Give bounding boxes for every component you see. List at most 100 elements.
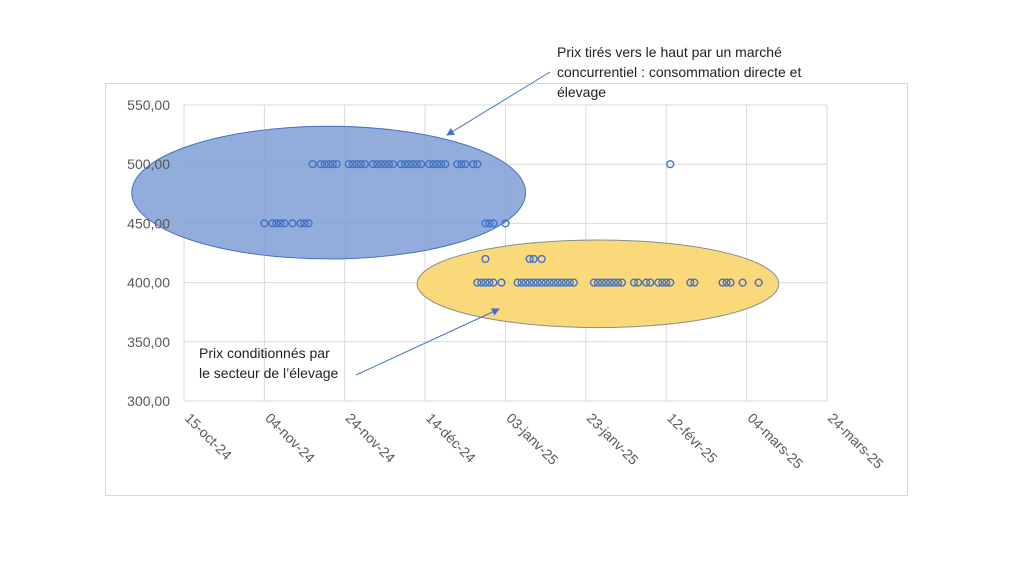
data-point xyxy=(489,278,498,287)
scatter-chart: 300,00 350,00 400,00 450,00 500,00 550,00 15-… xyxy=(127,97,887,472)
highlight-ellipse-yellow xyxy=(416,239,780,329)
data-point xyxy=(300,219,309,228)
data-point xyxy=(654,278,663,287)
data-point xyxy=(288,219,297,228)
data-point xyxy=(469,160,478,169)
data-point xyxy=(481,254,490,264)
data-point xyxy=(565,278,574,287)
data-point xyxy=(404,160,414,169)
data-point xyxy=(324,160,333,169)
data-point xyxy=(308,160,317,169)
x-tick-label: 24-nov-24 xyxy=(343,410,399,466)
data-point xyxy=(686,278,695,287)
data-point xyxy=(497,278,506,287)
y-tick-label: 450,00 xyxy=(127,215,170,231)
data-point xyxy=(601,278,611,287)
data-point xyxy=(453,160,462,169)
highlight-ellipse-blue xyxy=(131,125,527,260)
data-point xyxy=(396,160,406,169)
data-point xyxy=(662,278,671,287)
data-point xyxy=(642,278,651,287)
data-point xyxy=(517,278,526,287)
data-point xyxy=(328,160,337,169)
data-point xyxy=(549,278,558,287)
data-point xyxy=(485,278,494,287)
data-point xyxy=(718,278,727,287)
data-point xyxy=(425,160,434,169)
annotation-top-line: élevage xyxy=(557,84,607,100)
data-point xyxy=(529,278,538,287)
data-point xyxy=(304,219,313,228)
data-point xyxy=(412,160,422,169)
data-point xyxy=(276,219,285,228)
data-point xyxy=(437,160,446,169)
y-tick-label: 350,00 xyxy=(127,334,170,350)
data-point xyxy=(605,278,615,287)
data-point xyxy=(521,278,530,287)
data-point xyxy=(597,278,607,287)
y-axis-tick-labels: 300,00 350,00 400,00 450,00 500,00 550,00 xyxy=(127,97,170,409)
data-point xyxy=(533,278,542,287)
data-point xyxy=(690,278,699,287)
data-point xyxy=(408,160,418,169)
data-point xyxy=(485,219,494,228)
data-point xyxy=(501,219,510,228)
data-point xyxy=(513,278,522,287)
data-point xyxy=(441,160,450,169)
data-point xyxy=(473,278,482,287)
x-tick-label: 14-déc-24 xyxy=(423,410,479,466)
data-point xyxy=(360,160,369,169)
data-point xyxy=(489,219,498,228)
data-point xyxy=(738,278,747,287)
annotation-bottom-line: Prix conditionnés par xyxy=(199,345,330,361)
data-point xyxy=(352,160,361,169)
annotation-top-line: concurrentiel : consommation directe et xyxy=(557,64,802,80)
data-point xyxy=(629,278,639,287)
data-point xyxy=(561,278,570,287)
x-tick-label: 12-févr-25 xyxy=(664,410,721,467)
data-point xyxy=(545,278,554,287)
data-point xyxy=(646,278,655,287)
data-point xyxy=(356,160,365,169)
annotation-bottom-line: le secteur de l’élevage xyxy=(199,365,339,381)
data-point xyxy=(268,219,277,228)
data-point xyxy=(525,254,534,264)
data-point xyxy=(569,278,578,287)
data-point xyxy=(332,160,341,169)
data-points xyxy=(260,160,763,287)
x-tick-label: 03-janv-25 xyxy=(503,410,561,468)
data-point xyxy=(477,278,486,287)
data-point xyxy=(384,160,394,169)
data-point xyxy=(380,160,390,169)
data-point xyxy=(376,160,386,169)
data-point xyxy=(666,278,675,287)
data-point xyxy=(260,219,269,228)
data-point xyxy=(617,278,627,287)
data-point xyxy=(553,278,562,287)
data-point xyxy=(481,278,490,287)
y-tick-label: 400,00 xyxy=(127,275,170,291)
x-tick-label: 24-mars-25 xyxy=(825,410,887,472)
data-point xyxy=(320,160,329,169)
data-point xyxy=(280,219,289,228)
x-tick-label: 04-nov-24 xyxy=(262,410,318,466)
data-point xyxy=(388,160,398,169)
data-point xyxy=(473,160,482,169)
data-point xyxy=(433,160,442,169)
data-point xyxy=(557,278,566,287)
ellipse-layer xyxy=(131,125,780,329)
annotation-top-line: Prix tirés vers le haut par un marché xyxy=(557,44,782,60)
data-point xyxy=(593,278,603,287)
data-point xyxy=(348,160,357,169)
data-point xyxy=(372,160,382,169)
data-point xyxy=(589,278,599,287)
data-point xyxy=(525,278,534,287)
data-point xyxy=(400,160,410,169)
data-point xyxy=(658,278,667,287)
data-point xyxy=(666,160,675,169)
data-point xyxy=(613,278,623,287)
data-point xyxy=(541,278,550,287)
data-point xyxy=(417,160,426,169)
y-tick-label: 500,00 xyxy=(127,156,170,172)
data-point xyxy=(722,278,731,287)
